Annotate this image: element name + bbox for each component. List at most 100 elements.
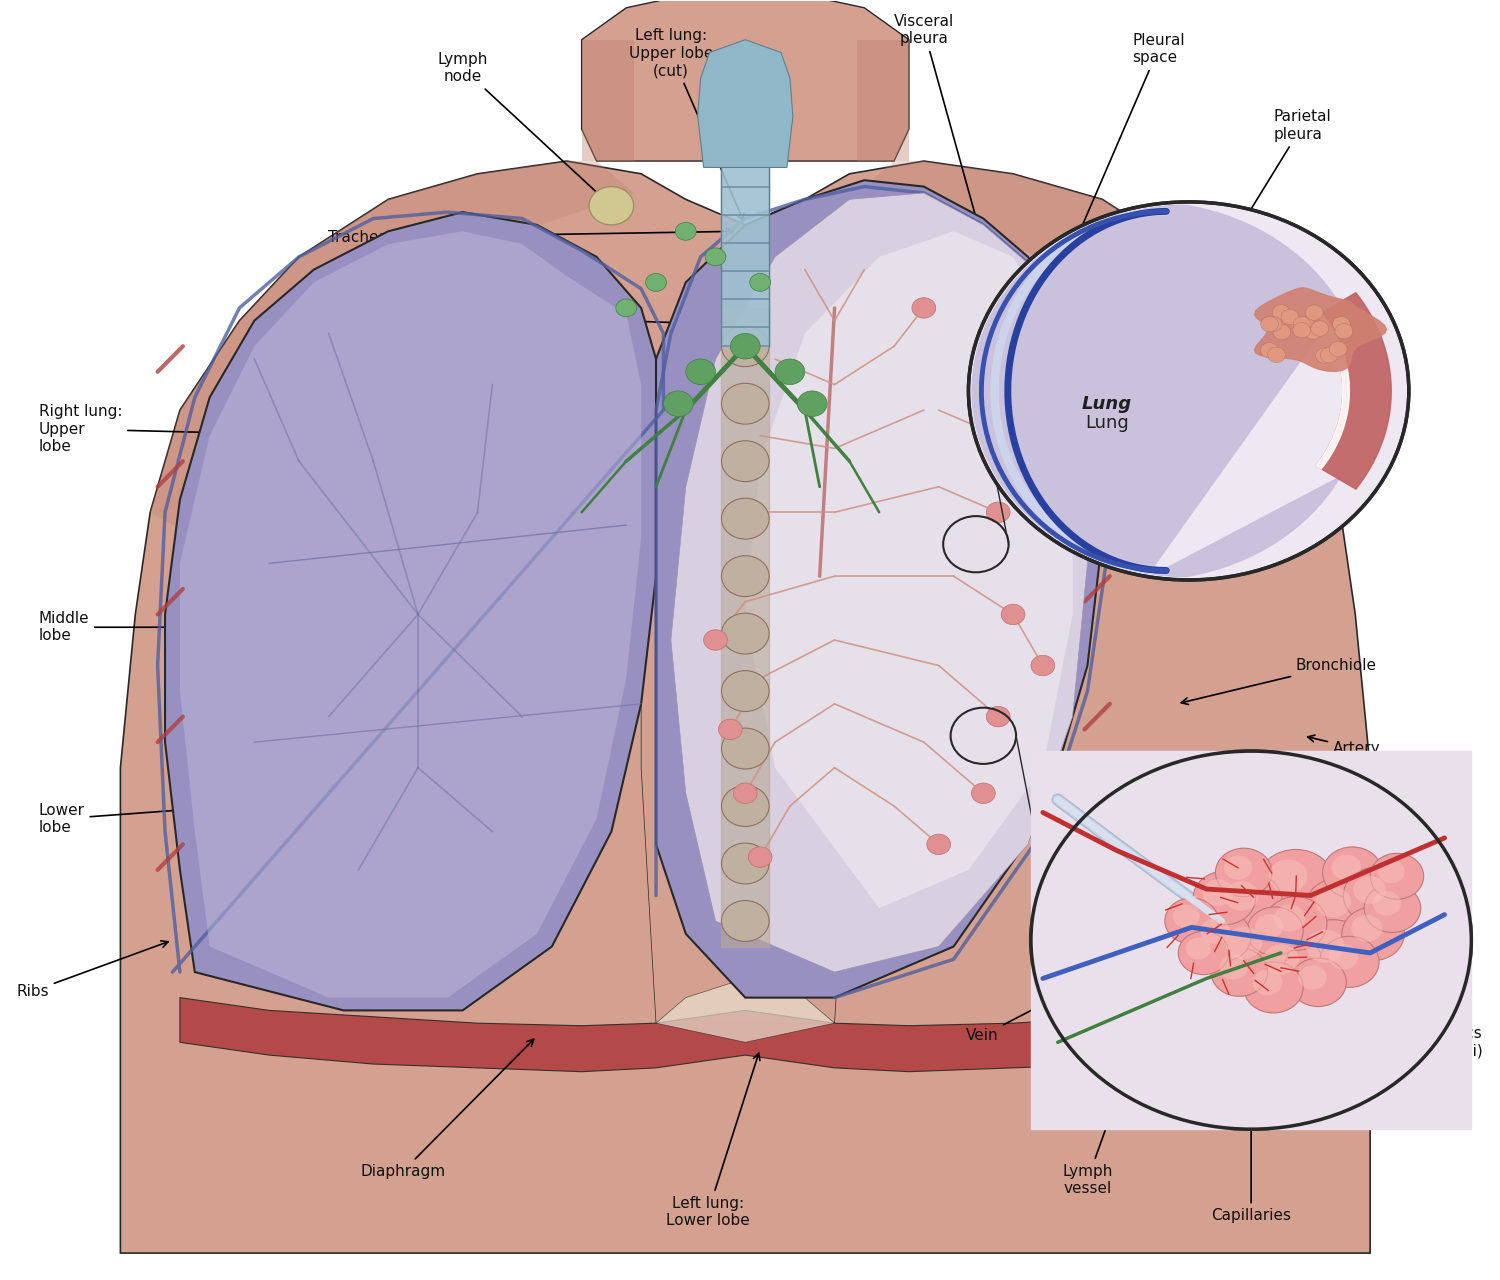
Text: Muscle: Muscle [1248,275,1364,406]
Circle shape [722,383,770,424]
Polygon shape [1254,288,1386,371]
Circle shape [1191,911,1251,961]
Circle shape [1272,305,1290,320]
Text: Pleural
space: Pleural space [1059,33,1185,278]
Circle shape [1342,908,1404,960]
Text: Lower
lobe: Lower lobe [39,797,316,835]
Circle shape [675,223,696,241]
Circle shape [748,847,772,868]
Circle shape [1320,936,1378,987]
Circle shape [730,334,760,358]
Circle shape [1329,943,1358,969]
Text: Parietal
pleura: Parietal pleura [1161,110,1330,355]
Polygon shape [582,0,909,161]
Text: Diaphragm: Diaphragm [360,1039,534,1179]
Text: Vein: Vein [966,989,1071,1043]
Circle shape [722,498,770,539]
Polygon shape [582,40,633,161]
Circle shape [1256,914,1284,938]
Circle shape [1214,873,1282,932]
Circle shape [1344,868,1408,924]
Circle shape [718,719,742,740]
Circle shape [1000,604,1024,625]
Circle shape [927,835,951,855]
Polygon shape [165,212,656,1010]
Text: Ribs: Ribs [16,941,168,998]
Circle shape [722,671,770,712]
Circle shape [663,390,693,416]
Polygon shape [698,40,794,168]
Polygon shape [1316,293,1390,489]
Text: Bronchiole: Bronchiole [1182,658,1377,704]
Text: Lymph
vessel: Lymph vessel [1062,1060,1131,1196]
Circle shape [1294,920,1371,986]
Polygon shape [924,202,1340,580]
Circle shape [1226,927,1263,959]
Polygon shape [180,997,1311,1071]
Circle shape [1210,947,1268,996]
Circle shape [722,326,770,366]
Circle shape [1329,342,1347,357]
Circle shape [1274,324,1292,339]
Circle shape [1173,905,1200,928]
Circle shape [1224,855,1252,879]
Circle shape [1299,965,1326,989]
Circle shape [1263,945,1299,975]
Circle shape [1260,316,1278,332]
Circle shape [1274,905,1305,932]
Circle shape [1316,887,1352,918]
Circle shape [1252,969,1282,995]
Circle shape [616,300,636,317]
Circle shape [1220,955,1248,979]
Circle shape [987,707,1010,727]
Text: Left lung:
Lower lobe: Left lung: Lower lobe [666,1053,760,1228]
Circle shape [1316,348,1334,364]
Circle shape [1252,934,1324,996]
Circle shape [686,358,716,384]
Circle shape [1178,932,1228,974]
Circle shape [798,390,826,416]
Circle shape [590,187,633,225]
Circle shape [1378,860,1406,883]
Polygon shape [1030,751,1472,1129]
Circle shape [705,248,726,266]
Circle shape [1332,855,1360,881]
Circle shape [1281,310,1299,325]
Circle shape [1224,881,1258,910]
Circle shape [1306,929,1344,963]
Polygon shape [856,161,1341,538]
Text: Right lung:
Upper
lobe: Right lung: Upper lobe [39,404,332,454]
Circle shape [1166,899,1218,943]
Circle shape [722,844,770,884]
Circle shape [1268,347,1286,362]
Circle shape [1353,876,1386,904]
Circle shape [722,786,770,827]
Circle shape [1335,324,1353,339]
Polygon shape [670,193,1088,972]
Circle shape [645,274,666,292]
Circle shape [734,783,758,804]
Circle shape [1215,849,1272,897]
Polygon shape [150,161,633,538]
Polygon shape [180,232,640,997]
Circle shape [1372,891,1401,915]
Polygon shape [1316,314,1350,468]
Circle shape [722,901,770,941]
Circle shape [1192,872,1256,925]
Circle shape [1030,751,1472,1129]
Text: Capillaries: Capillaries [1210,1089,1292,1224]
Text: Visceral
pleura: Visceral pleura [894,14,984,239]
Circle shape [1264,897,1328,950]
Circle shape [722,613,770,654]
Circle shape [722,556,770,596]
Circle shape [1260,343,1278,358]
Circle shape [987,502,1010,522]
Circle shape [1305,305,1323,320]
Circle shape [1320,348,1338,364]
Circle shape [912,298,936,319]
Text: Bronchi: Bronchi [292,303,688,326]
Polygon shape [640,225,849,1023]
Circle shape [1186,938,1210,960]
Polygon shape [656,180,1102,997]
Circle shape [750,274,771,292]
